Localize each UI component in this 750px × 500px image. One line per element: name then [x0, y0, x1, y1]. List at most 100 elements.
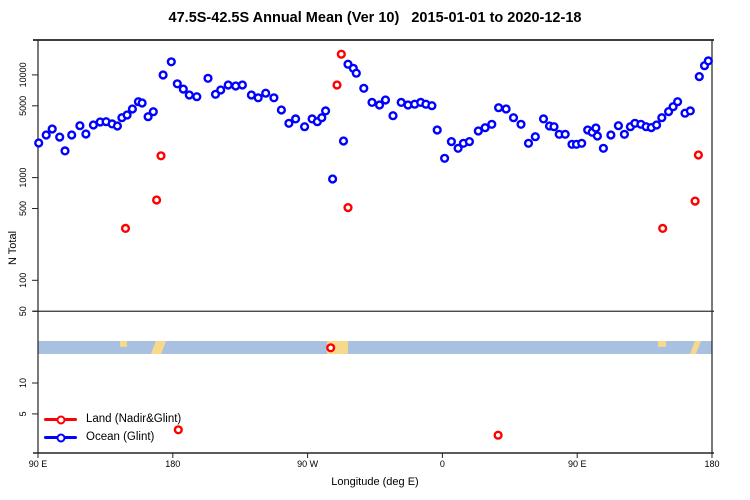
- ocean-point: [137, 98, 147, 108]
- x-axis-title: Longitude (deg E): [331, 476, 419, 488]
- land-point: [690, 196, 700, 206]
- ocean-point: [508, 113, 519, 123]
- x-tick-label: 90 E: [29, 459, 48, 469]
- land-point: [658, 223, 668, 234]
- ocean-point: [261, 88, 271, 98]
- y-tick-label: 50: [18, 306, 28, 316]
- land-point: [343, 203, 353, 213]
- ocean-point: [122, 110, 132, 120]
- ocean-point: [203, 73, 213, 83]
- land-point: [173, 425, 183, 435]
- land-point: [332, 80, 342, 90]
- legend-item-ocean: Ocean (Glint): [44, 430, 181, 445]
- ocean-point: [480, 123, 490, 133]
- ocean-point: [530, 132, 540, 142]
- land-point: [120, 223, 131, 234]
- land-point: [326, 343, 336, 353]
- legend-item-land: Land (Nadir&Glint): [44, 412, 181, 427]
- ocean-point: [60, 146, 70, 156]
- land-point: [156, 151, 166, 161]
- ocean-point: [549, 122, 559, 132]
- ocean-point: [494, 103, 504, 113]
- ocean-point: [432, 125, 442, 135]
- y-tick-label: 10000: [18, 62, 28, 87]
- ocean-point: [464, 137, 475, 147]
- legend-label-land: Land (Nadir&Glint): [86, 412, 182, 425]
- ocean-point: [592, 131, 603, 141]
- y-axis-title: N Total: [7, 230, 19, 266]
- ocean-point: [703, 56, 713, 66]
- ocean-point: [47, 124, 57, 134]
- ocean-point: [67, 130, 77, 140]
- ocean-point: [284, 118, 294, 128]
- ocean-point: [388, 111, 398, 121]
- land-marker-icon: [44, 414, 77, 425]
- ocean-point: [538, 114, 549, 124]
- ocean-point: [148, 107, 158, 117]
- ocean-point: [577, 138, 587, 148]
- ocean-point: [598, 143, 609, 153]
- ocean-point: [291, 114, 301, 124]
- land-point: [493, 430, 503, 440]
- ocean-point: [446, 137, 457, 147]
- map-strip-land: [657, 341, 667, 347]
- ocean-marker-icon: [44, 432, 77, 443]
- x-tick-label: 180: [704, 459, 719, 469]
- ocean-point: [440, 153, 450, 163]
- ocean-point: [453, 143, 463, 153]
- ocean-point: [184, 90, 194, 100]
- legend-label-ocean: Ocean (Glint): [86, 430, 155, 443]
- ocean-point: [487, 119, 497, 129]
- map-strip-land: [150, 341, 167, 354]
- ocean-point: [276, 105, 287, 115]
- ocean-point: [380, 95, 391, 105]
- x-tick-label: 90 E: [568, 459, 587, 469]
- ocean-point: [351, 68, 361, 78]
- ocean-point: [619, 129, 630, 139]
- ocean-point: [143, 112, 153, 122]
- ocean-point: [606, 130, 616, 140]
- ocean-point: [253, 93, 263, 103]
- ocean-point: [338, 136, 349, 146]
- ocean-point: [317, 113, 327, 123]
- ocean-point: [473, 126, 483, 136]
- ocean-point: [328, 174, 338, 184]
- ocean-point: [269, 93, 279, 103]
- ocean-point: [523, 138, 534, 148]
- ocean-point: [178, 84, 188, 94]
- ocean-point: [501, 104, 511, 114]
- map-strip-land: [119, 341, 127, 347]
- ocean-point: [192, 92, 202, 102]
- ocean-point: [55, 132, 65, 142]
- ocean-point: [657, 113, 667, 123]
- y-tick-label: 5000: [18, 96, 28, 116]
- ocean-point: [216, 85, 226, 95]
- legend: Land (Nadir&Glint) Ocean (Glint): [44, 412, 181, 445]
- ocean-point: [694, 71, 704, 82]
- ocean-point: [172, 79, 182, 89]
- ocean-point: [112, 121, 123, 131]
- y-tick-label: 500: [18, 201, 28, 216]
- ocean-point: [613, 121, 624, 131]
- y-tick-label: 5: [18, 411, 28, 416]
- x-tick-label: 90 W: [297, 459, 319, 469]
- ocean-point: [374, 100, 385, 110]
- ocean-point: [300, 122, 310, 132]
- ocean-point: [672, 97, 683, 107]
- ocean-point: [516, 119, 526, 129]
- x-tick-label: 0: [440, 459, 445, 469]
- land-point: [693, 150, 704, 160]
- ocean-point: [591, 123, 601, 133]
- ocean-point: [34, 138, 44, 148]
- ocean-point: [237, 80, 248, 90]
- ocean-point: [127, 104, 138, 114]
- y-tick-label: 1000: [18, 168, 28, 188]
- map-strip-land: [689, 341, 701, 354]
- x-tick-label: 180: [165, 459, 180, 469]
- ocean-point: [41, 130, 51, 140]
- ocean-point: [560, 129, 570, 139]
- ocean-point: [223, 80, 233, 90]
- land-point: [152, 195, 162, 205]
